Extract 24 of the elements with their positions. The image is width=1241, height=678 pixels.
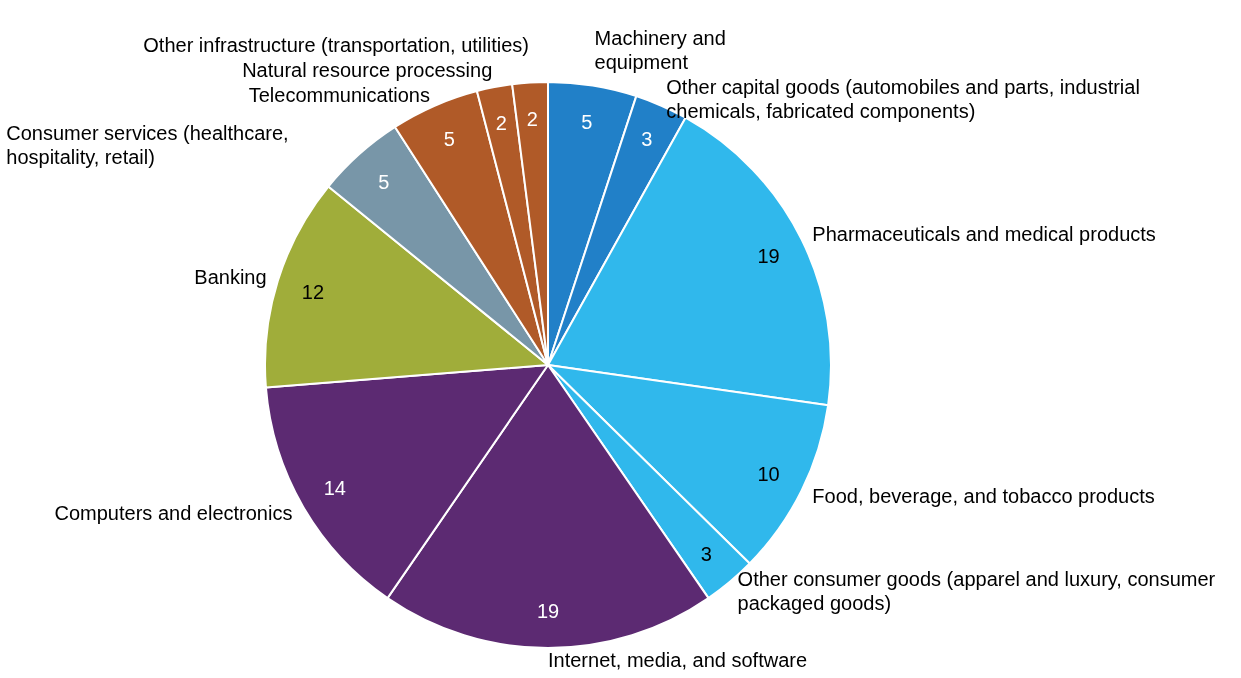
slice-label: Computers and electronics: [54, 500, 293, 525]
slice-label: Natural resource processing: [242, 57, 493, 82]
data-label: 2: [526, 108, 538, 131]
data-label: 19: [536, 600, 560, 623]
slice-label: Telecommunications: [248, 82, 430, 107]
data-label: 3: [700, 542, 712, 565]
slice-label: Other capital goods (automobiles and parts, industrial chemicals, fabricated components): [666, 74, 1141, 123]
data-label: 14: [323, 477, 346, 500]
data-label: 5: [378, 170, 390, 193]
data-label: 10: [757, 463, 780, 486]
data-label: 5: [443, 128, 455, 151]
data-label: 3: [641, 128, 653, 151]
slice-label: Internet, media, and software: [548, 648, 808, 672]
data-label: 2: [495, 112, 507, 135]
slice-label: Machinery and equipment: [594, 25, 727, 74]
slice-label: Food, beverage, and tobacco products: [812, 484, 1155, 508]
slice-label: Banking: [194, 265, 267, 290]
slice-label: Pharmaceuticals and medical products: [812, 222, 1156, 246]
data-label: 12: [301, 280, 325, 303]
slice-label: Other consumer goods (apparel and luxury, consumer packaged goods): [737, 566, 1217, 615]
slice-label: Consumer services (healthcare, hospitality, retail): [6, 121, 290, 170]
data-label: 5: [581, 110, 593, 133]
slice-label: Other infrastructure (transportation, utilities): [143, 32, 529, 57]
data-label: 19: [757, 244, 780, 267]
